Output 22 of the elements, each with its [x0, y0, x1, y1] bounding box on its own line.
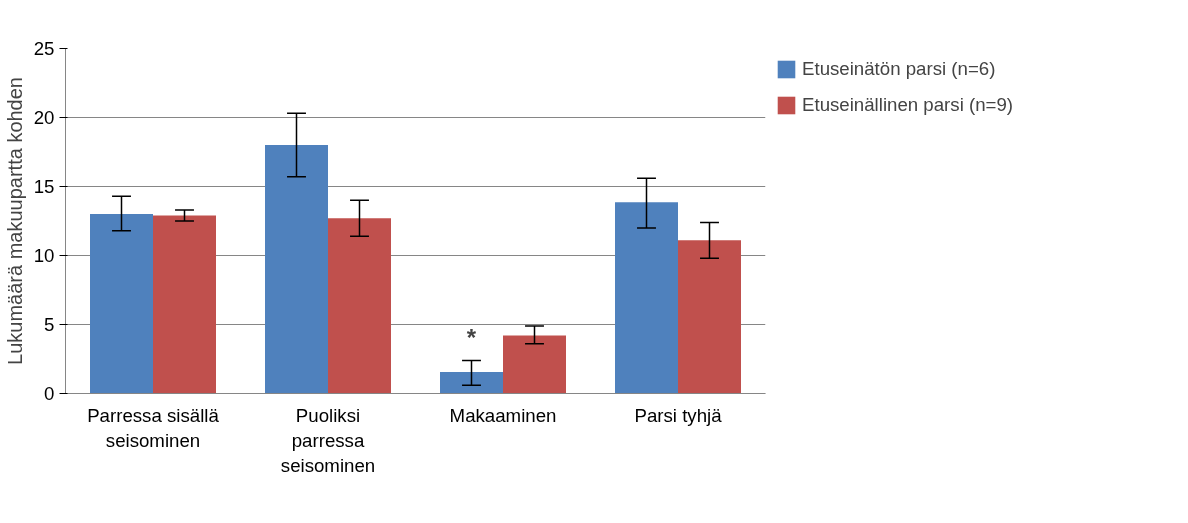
bar	[153, 215, 216, 394]
annotation: *	[466, 323, 477, 351]
x-tick-label: Parressa sisällä seisominen	[87, 404, 220, 451]
bar	[90, 214, 153, 394]
y-tick-label: 5	[44, 314, 55, 335]
x-tick-label: Puoliksi parressa seisominen	[280, 404, 376, 476]
bar	[678, 240, 741, 394]
x-tick-label: Parsi tyhjä	[634, 404, 723, 426]
bar	[440, 372, 503, 394]
y-tick-label: 25	[33, 38, 55, 59]
y-axis-title: Lukumäärä makuupartta kohden	[3, 77, 26, 365]
y-tick-label: 15	[33, 176, 55, 197]
bar	[503, 335, 566, 394]
bar	[265, 145, 328, 394]
x-tick-label: Makaaminen	[449, 404, 557, 426]
bar	[328, 218, 391, 394]
y-tick-label: 10	[33, 245, 55, 266]
y-tick-label: 20	[33, 107, 55, 128]
bar	[615, 202, 678, 394]
y-tick-label: 0	[44, 383, 55, 404]
legend-label: Etuseinätön parsi (n=6)	[802, 58, 996, 80]
legend-label: Etuseinällinen parsi (n=9)	[802, 94, 1014, 116]
